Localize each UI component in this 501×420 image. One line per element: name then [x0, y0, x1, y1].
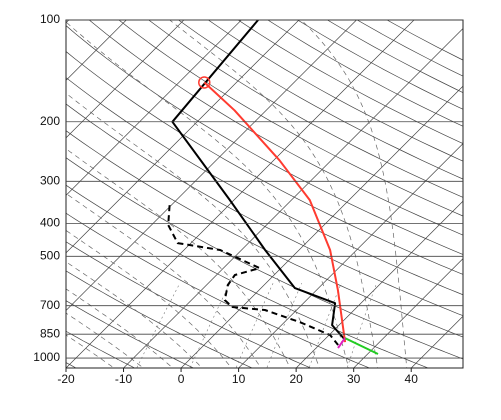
dry-adiabat [357, 20, 501, 372]
dry-adiabat [119, 20, 501, 372]
dry-adiabat [0, 20, 24, 372]
isotherm [296, 20, 501, 368]
moist-adiabat [0, 20, 177, 372]
isotherm [239, 20, 501, 368]
dry-adiabat [0, 20, 261, 372]
moist-adiabat [0, 20, 206, 372]
dry-adiabat [0, 20, 202, 372]
x-tick-label: 30 [347, 372, 361, 386]
y-tick-label: 400 [40, 216, 60, 230]
dry-adiabat [0, 20, 143, 372]
isotherm [0, 20, 11, 368]
dry-adiabat [30, 20, 501, 372]
dry-adiabat [0, 20, 84, 372]
background-lines [0, 20, 501, 372]
dry-adiabat [238, 20, 501, 372]
dry-adiabat [149, 20, 501, 372]
profile-line [338, 338, 345, 348]
dry-adiabat [0, 20, 320, 372]
isotherm [354, 20, 501, 368]
moist-adiabat [0, 20, 235, 372]
y-tick-label: 850 [40, 326, 60, 340]
moist-adiabat [170, 20, 379, 372]
profiles [168, 20, 378, 354]
y-tick-label: 100 [40, 12, 60, 26]
y-tick-label: 300 [40, 173, 60, 187]
dry-adiabat [298, 20, 501, 372]
isotherm [124, 20, 472, 368]
isotherm [0, 20, 126, 368]
mixing-ratio-line [135, 283, 180, 372]
x-tick-label: 0 [178, 372, 185, 386]
dry-adiabat [208, 20, 501, 372]
x-tick-label: -20 [57, 372, 75, 386]
y-tick-label: 500 [40, 248, 60, 262]
isotherm [0, 20, 69, 368]
mixing-ratio-line [234, 283, 273, 372]
profile-line [168, 205, 338, 345]
mixing-ratio-line [346, 283, 377, 372]
dry-adiabat [387, 20, 501, 372]
dry-adiabat [268, 20, 501, 372]
moist-adiabat [0, 20, 292, 372]
mixing-ratio-line [188, 283, 230, 372]
y-tick-label: 200 [40, 114, 60, 128]
mixing-ratio-line [265, 283, 302, 372]
isotherm [66, 20, 414, 368]
x-tick-label: -10 [115, 372, 133, 386]
moist-adiabat [0, 20, 120, 372]
y-tick-label: 1000 [33, 350, 60, 364]
x-tick-label: 10 [232, 372, 246, 386]
isotherm [0, 20, 299, 368]
dry-adiabat [0, 20, 379, 372]
moist-adiabat [0, 20, 263, 372]
moist-adiabat [301, 20, 407, 372]
x-tick-label: 40 [405, 372, 419, 386]
y-tick-label: 700 [40, 298, 60, 312]
dry-adiabat [59, 20, 501, 372]
isotherm [469, 20, 501, 368]
x-tick-label: 20 [289, 372, 303, 386]
